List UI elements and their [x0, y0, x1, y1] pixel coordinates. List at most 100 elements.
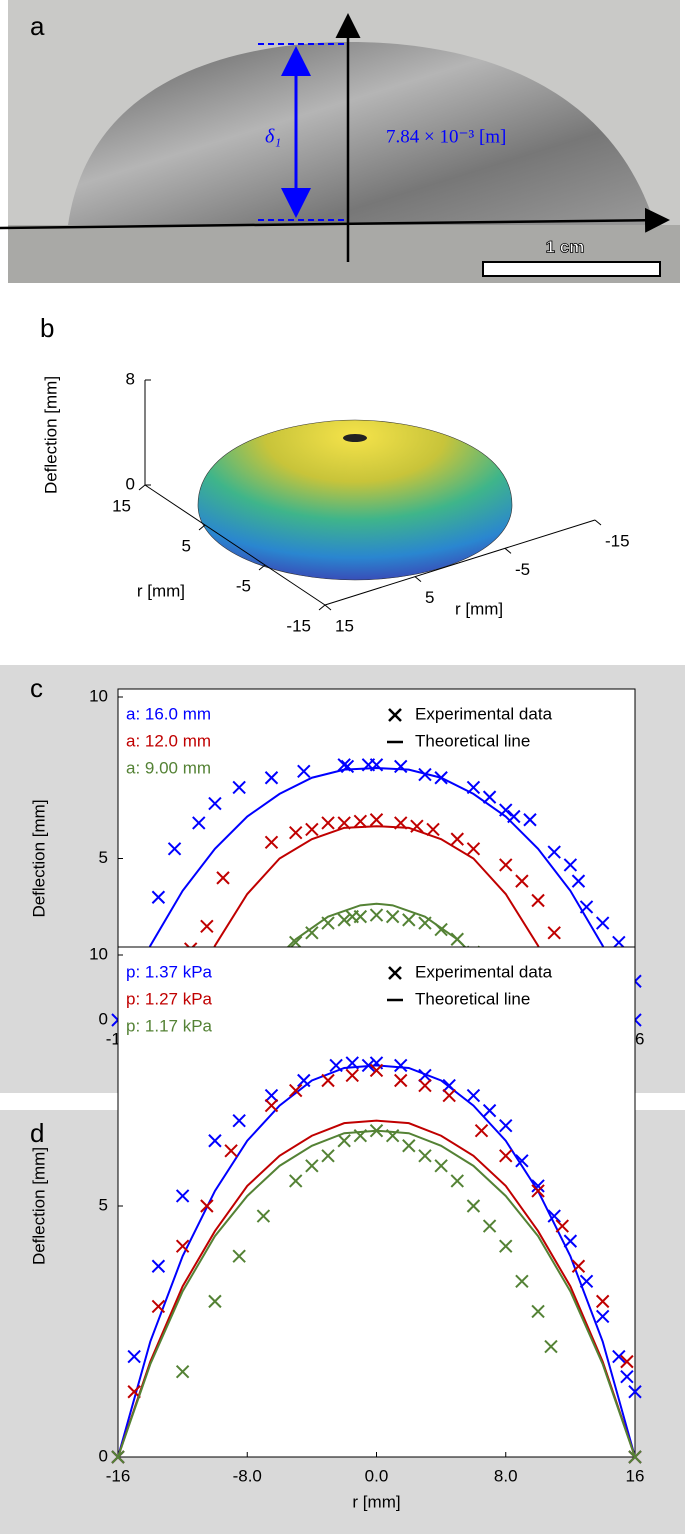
- legend-marker: [388, 966, 402, 980]
- delta-label: δ₁: [265, 126, 281, 148]
- scale-bar: [482, 261, 661, 277]
- data-point: [595, 1294, 610, 1309]
- data-point: [353, 1129, 368, 1143]
- data-point: [628, 1385, 642, 1399]
- data-point: [127, 1349, 141, 1364]
- x-tick-label: 15: [112, 496, 131, 515]
- panel-label: d: [30, 1118, 44, 1148]
- data-point: [127, 1385, 141, 1399]
- data-point: [499, 858, 513, 872]
- data-point: [353, 814, 368, 829]
- data-point: [571, 1259, 586, 1273]
- data-point: [151, 890, 166, 904]
- data-point: [329, 1058, 343, 1073]
- data-point: [434, 922, 448, 937]
- legend-series-name: p: 1.27 kPa: [126, 989, 213, 1008]
- x-tick-label: -5: [236, 576, 251, 595]
- data-point: [369, 813, 384, 827]
- data-point: [612, 1349, 626, 1364]
- data-point: [442, 1078, 456, 1093]
- data-point: [466, 842, 481, 856]
- theory-line: [117, 1119, 636, 1458]
- data-point: [450, 1174, 464, 1188]
- y-axis: [324, 519, 596, 606]
- data-point: [289, 1083, 303, 1098]
- legend-series-name: a: 12.0 mm: [126, 731, 211, 750]
- y-tick: [414, 576, 422, 583]
- x-axis: [144, 484, 326, 606]
- legend-label: Theoretical line: [415, 989, 530, 1008]
- data-point: [466, 780, 481, 795]
- data-point: [612, 935, 626, 950]
- z-tick-label: 0: [126, 474, 135, 493]
- data-point: [321, 916, 335, 930]
- y-tick-label: 10: [89, 686, 108, 705]
- data-point: [418, 767, 432, 782]
- legend-marker: [388, 708, 402, 722]
- data-point: [628, 1450, 642, 1464]
- data-point: [466, 1088, 481, 1103]
- data-point: [426, 822, 440, 837]
- data-point: [571, 874, 586, 888]
- y-tick-label: 10: [89, 944, 108, 963]
- data-point: [264, 835, 279, 850]
- y-tick-label: 5: [99, 848, 108, 867]
- data-point: [208, 796, 222, 811]
- theory-line: [181, 825, 572, 1021]
- data-point: [499, 1149, 513, 1163]
- data-point: [595, 916, 610, 930]
- legend-label: Experimental data: [415, 962, 553, 981]
- x-tick-label: 16: [626, 1466, 645, 1485]
- scale-bar-label: 1 cm: [546, 237, 585, 256]
- data-point: [111, 1450, 125, 1464]
- data-point: [321, 816, 335, 830]
- y-tick: [504, 547, 512, 554]
- data-point: [499, 803, 513, 817]
- data-point: [555, 1219, 570, 1233]
- data-point: [208, 1294, 222, 1309]
- data-point: [289, 935, 303, 950]
- data-point: [305, 926, 319, 940]
- data-point: [369, 758, 384, 772]
- data-point: [523, 813, 537, 827]
- data-point: [345, 1056, 359, 1070]
- data-point: [442, 1088, 456, 1103]
- y-tick-label: 0: [99, 1009, 108, 1028]
- data-point: [410, 819, 424, 833]
- data-point: [531, 893, 545, 908]
- data-point: [216, 871, 230, 885]
- height-value: 7.84 × 10⁻³ [m]: [386, 126, 506, 147]
- y-axis-label: Deflection [mm]: [29, 1147, 48, 1265]
- data-point: [531, 1304, 545, 1319]
- data-point: [305, 822, 319, 837]
- data-point: [337, 816, 351, 830]
- data-point: [232, 780, 246, 795]
- x-tick-label: 0.0: [365, 1466, 389, 1485]
- x-tick: [198, 524, 206, 531]
- data-point: [167, 842, 182, 856]
- data-point: [394, 759, 408, 774]
- y-tick-label: 5: [425, 588, 434, 607]
- data-point: [418, 1149, 432, 1163]
- data-point: [175, 1364, 190, 1379]
- y-axis-label: Deflection [mm]: [29, 799, 48, 917]
- y-tick-label: 0: [99, 1446, 108, 1465]
- surface: [197, 419, 513, 581]
- data-point: [620, 1354, 634, 1369]
- y-tick: [594, 519, 602, 526]
- data-point: [232, 1113, 246, 1128]
- data-point: [499, 1118, 513, 1133]
- legend-series-name: p: 1.17 kPa: [126, 1016, 213, 1035]
- data-point: [547, 926, 561, 940]
- x-axis-label: r [mm]: [137, 581, 185, 600]
- data-point: [499, 1239, 513, 1253]
- data-point: [305, 1159, 319, 1173]
- data-point: [394, 1058, 408, 1073]
- y-tick-label: 5: [99, 1195, 108, 1214]
- data-point: [385, 1129, 400, 1143]
- theory-line: [117, 1064, 636, 1458]
- data-point: [544, 1339, 558, 1354]
- data-point: [450, 832, 464, 846]
- data-point: [224, 1144, 238, 1158]
- y-tick-label: 15: [335, 616, 354, 635]
